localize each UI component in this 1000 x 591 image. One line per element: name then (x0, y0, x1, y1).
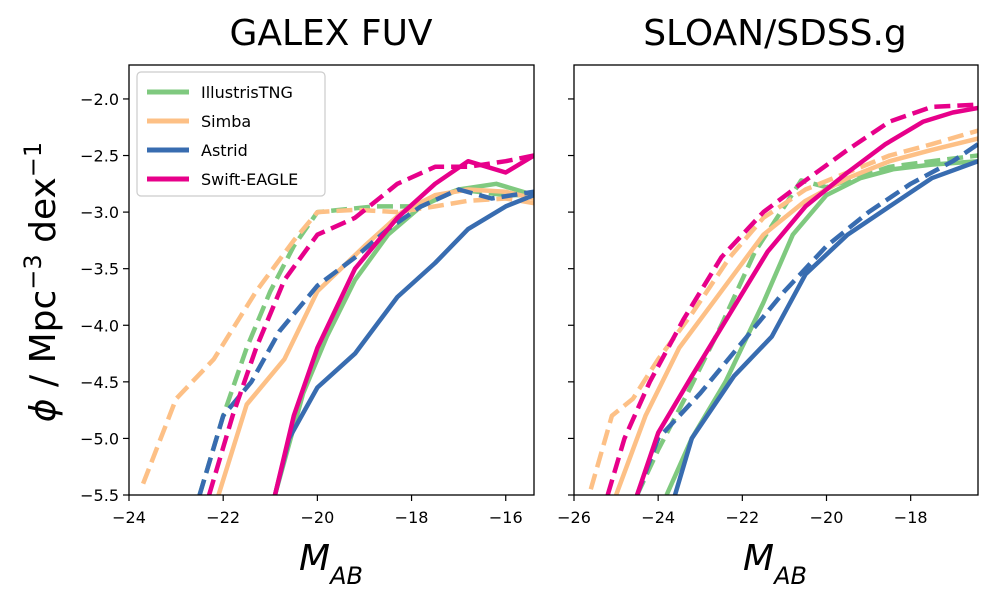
x-tick-label: −16 (489, 508, 523, 527)
series-astrid-solid-line (672, 159, 978, 495)
y-tick-label: −3.5 (80, 260, 119, 279)
y-axis-label: ϕ / Mpc−3 dex−1 (19, 142, 64, 422)
x-tick-label: −24 (641, 508, 675, 527)
legend: IllustrisTNG Simba Astrid Swift-EAGLE (136, 71, 326, 197)
x-axis-label-right: MAB (743, 538, 807, 590)
series-swift-eagle-solid-line (272, 153, 534, 495)
series-swift-eagle-dashed-line (605, 102, 978, 495)
y-tick-label: −2.0 (80, 90, 119, 109)
series-illustristng-dashed-line (635, 153, 978, 495)
x-axis-label-left: MAB (299, 538, 363, 590)
series-astrid-dashed-line (197, 187, 534, 495)
series-simba-dashed-line (588, 128, 978, 490)
legend-label-illustristng: IllustrisTNG (201, 83, 293, 102)
series-simba-solid-line (216, 187, 534, 495)
plot-frame-sdss (573, 64, 979, 496)
x-tick-label: −18 (894, 508, 928, 527)
y-tick-label: −2.5 (80, 147, 119, 166)
y-tick-label: −5.0 (80, 429, 119, 448)
y-tick-label: −4.0 (80, 316, 119, 335)
series-astrid-solid-line (272, 193, 534, 495)
panel-title-galex: GALEX FUV (229, 13, 432, 54)
x-tick-label: −22 (725, 508, 759, 527)
series-layer-galex (141, 153, 534, 495)
axes-layer-sdss: −26 −24 −22 −20 −18 (557, 98, 928, 527)
series-illustristng-solid-line (272, 181, 534, 495)
legend-box (136, 71, 326, 197)
x-tick-label: −24 (112, 508, 146, 527)
y-tick-label: −3.0 (80, 203, 119, 222)
series-layer-sdss (588, 102, 978, 495)
plot-panel-sdss: −26 −24 −22 −20 −18 (557, 64, 979, 527)
plot-frame-galex (128, 64, 535, 496)
legend-label-swift-eagle: Swift-EAGLE (201, 170, 298, 189)
series-illustristng-solid-line (664, 158, 978, 495)
y-tick-label: −5.5 (80, 486, 119, 505)
axes-layer-galex: −24 −22 −20 −18 −16 −5.5 −5.0 −4.5 −4.0 −3.5 −3.0 −… (80, 90, 522, 527)
series-astrid-dashed-line (634, 142, 978, 495)
x-tick-label: −20 (810, 508, 844, 527)
series-illustristng-dashed-line (197, 187, 534, 495)
x-tick-label: −22 (206, 508, 240, 527)
legend-label-simba: Simba (201, 112, 251, 131)
x-tick-label: −20 (300, 508, 334, 527)
series-simba-dashed-line (141, 196, 534, 485)
series-simba-solid-line (613, 136, 978, 495)
series-swift-eagle-solid-line (634, 105, 978, 495)
legend-label-astrid: Astrid (201, 141, 248, 160)
series-swift-eagle-dashed-line (206, 153, 534, 495)
x-tick-label: −26 (557, 508, 591, 527)
x-tick-label: −18 (395, 508, 429, 527)
y-tick-label: −4.5 (80, 373, 119, 392)
plot-panel-galex: −24 −22 −20 −18 −16 −5.5 −5.0 −4.5 −4.0 −3.5 −3.0 −… (80, 64, 535, 527)
panel-title-sdss: SLOAN/SDSS.g (643, 13, 907, 54)
